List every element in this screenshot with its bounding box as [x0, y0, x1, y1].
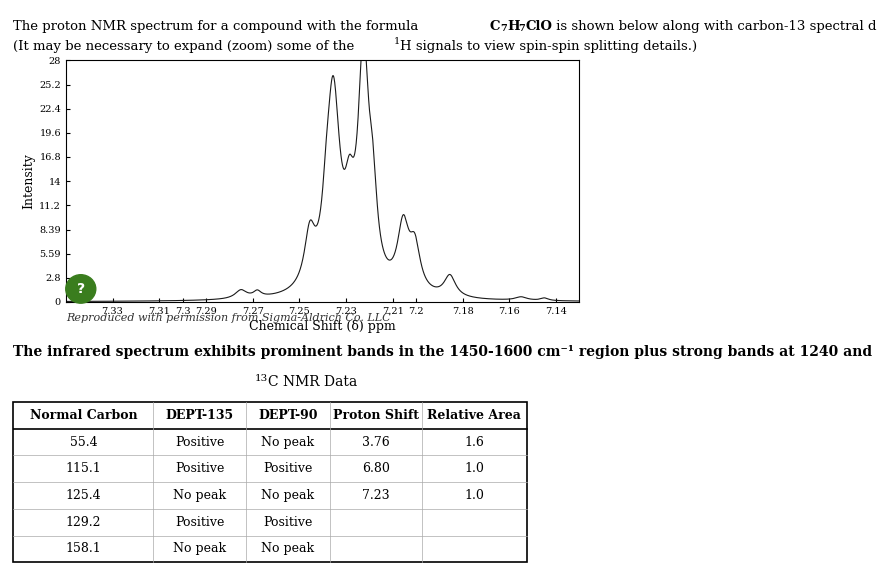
Text: 13: 13 [254, 374, 267, 383]
Text: Relative Area: Relative Area [427, 409, 521, 422]
Circle shape [66, 275, 96, 303]
Text: No peak: No peak [173, 542, 226, 555]
Text: H: H [507, 20, 519, 33]
Text: 1: 1 [394, 37, 400, 46]
Text: 3.76: 3.76 [361, 435, 389, 448]
Text: 7: 7 [500, 24, 507, 33]
Text: 6.80: 6.80 [361, 462, 389, 476]
Text: 115.1: 115.1 [66, 462, 101, 476]
Text: DEPT-135: DEPT-135 [166, 409, 233, 422]
Text: 55.4: 55.4 [69, 435, 97, 448]
Text: 7: 7 [517, 24, 524, 33]
Text: 158.1: 158.1 [66, 542, 101, 555]
Text: H signals to view spin-spin splitting details.): H signals to view spin-spin splitting de… [400, 40, 696, 53]
Text: (It may be necessary to expand (zoom) some of the: (It may be necessary to expand (zoom) so… [13, 40, 359, 53]
Text: The proton NMR spectrum for a compound with the formula: The proton NMR spectrum for a compound w… [13, 20, 423, 33]
Text: C: C [489, 20, 500, 33]
Y-axis label: Intensity: Intensity [22, 153, 35, 209]
Text: Positive: Positive [175, 516, 225, 529]
Text: 125.4: 125.4 [66, 489, 101, 502]
Text: Proton Shift: Proton Shift [332, 409, 418, 422]
Text: Normal Carbon: Normal Carbon [30, 409, 137, 422]
Text: 129.2: 129.2 [66, 516, 101, 529]
Text: 7.23: 7.23 [361, 489, 389, 502]
Text: 1.0: 1.0 [464, 462, 484, 476]
Text: Positive: Positive [263, 516, 312, 529]
Text: ClO: ClO [524, 20, 552, 33]
Text: No peak: No peak [261, 435, 314, 448]
Text: DEPT-90: DEPT-90 [258, 409, 317, 422]
Text: Positive: Positive [175, 462, 225, 476]
Text: The infrared spectrum exhibits prominent bands in the 1450-1600 cm⁻¹ region plus: The infrared spectrum exhibits prominent… [13, 345, 877, 359]
Text: No peak: No peak [261, 489, 314, 502]
Text: Positive: Positive [175, 435, 225, 448]
Text: C NMR Data: C NMR Data [267, 375, 357, 389]
Bar [13, 402, 526, 562]
Text: No peak: No peak [261, 542, 314, 555]
Text: 1.0: 1.0 [464, 489, 484, 502]
X-axis label: Chemical Shift (δ) ppm: Chemical Shift (δ) ppm [249, 320, 396, 333]
Text: ?: ? [76, 282, 85, 296]
Text: Reproduced with permission from Sigma-Aldrich Co. LLC: Reproduced with permission from Sigma-Al… [66, 313, 390, 323]
Text: Positive: Positive [263, 462, 312, 476]
Text: is shown below along with carbon-13 spectral data in tabular form.: is shown below along with carbon-13 spec… [552, 20, 877, 33]
Text: 1.6: 1.6 [464, 435, 484, 448]
Text: No peak: No peak [173, 489, 226, 502]
